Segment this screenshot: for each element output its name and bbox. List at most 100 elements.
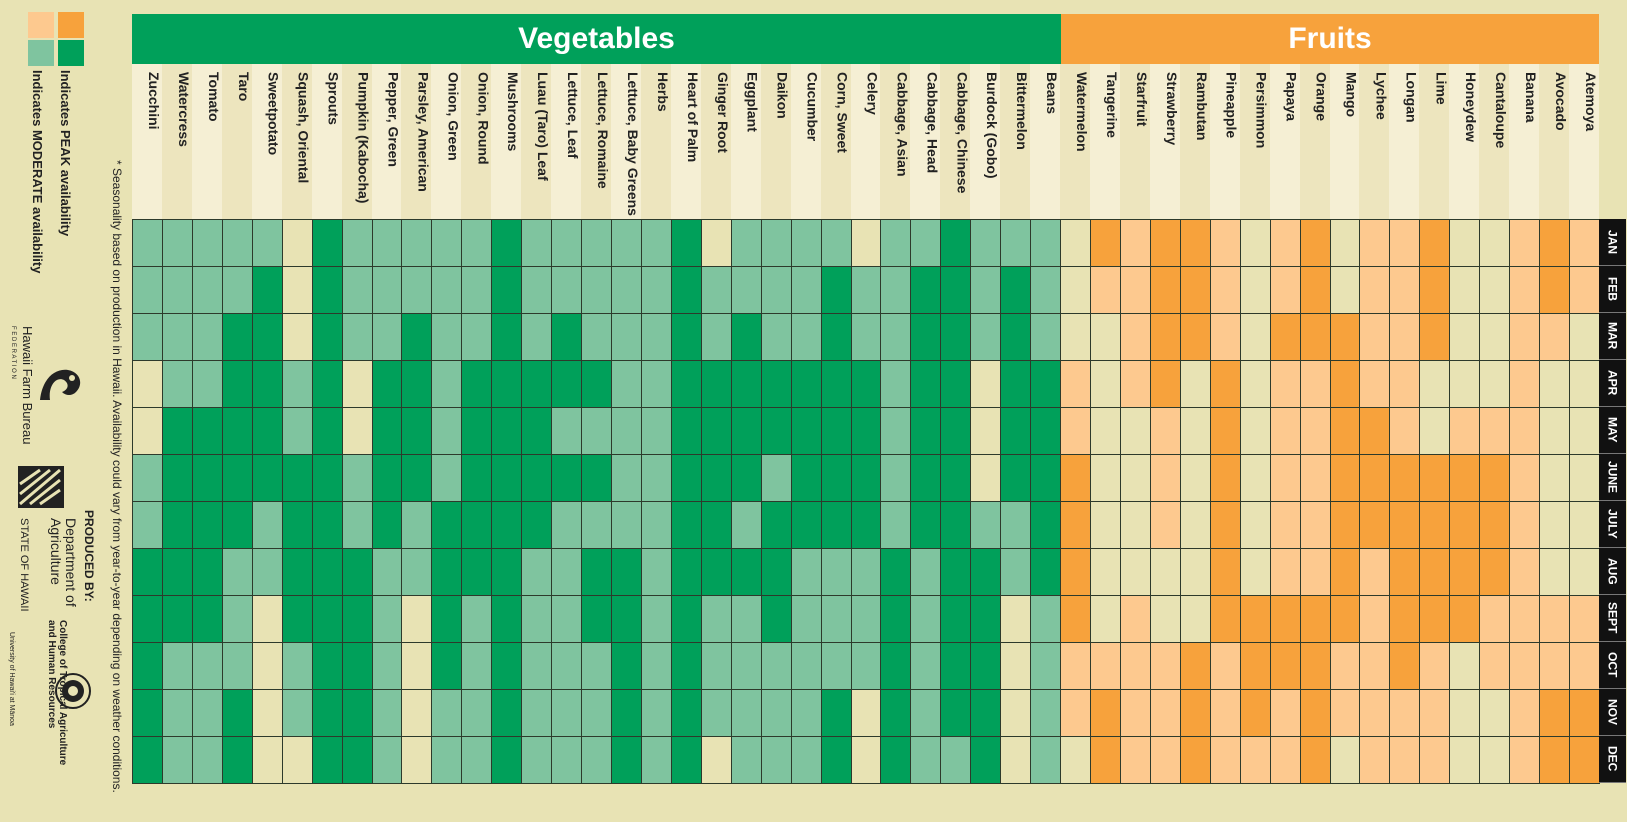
availability-cell: [1119, 548, 1151, 596]
availability-cell: [1269, 642, 1301, 690]
availability-cell: [551, 407, 583, 455]
availability-cell: [880, 454, 912, 502]
legend-peak-label: Indicates PEAK availability: [58, 70, 73, 237]
column-label: Cucumber: [790, 64, 821, 219]
availability-cell: [1329, 501, 1361, 549]
availability-cell: [940, 360, 972, 408]
produced-by-label: PRODUCED BY:: [82, 510, 96, 602]
availability-cell: [970, 689, 1002, 737]
availability-cell: [640, 313, 672, 361]
availability-cell: [1569, 266, 1600, 314]
availability-cell: [670, 642, 702, 690]
availability-cell: [1060, 454, 1092, 502]
availability-cell: [221, 595, 253, 643]
availability-cell: [730, 501, 762, 549]
availability-cell: [1209, 642, 1241, 690]
availability-cell: [970, 454, 1002, 502]
availability-cell: [1090, 642, 1121, 690]
availability-cell: [1269, 454, 1301, 502]
availability-cell: [1479, 313, 1511, 361]
column-label: Pumpkin (Kabocha): [341, 64, 372, 219]
availability-cell: [251, 454, 283, 502]
availability-cell: [1030, 219, 1062, 267]
availability-cell: [401, 313, 433, 361]
availability-cell: [341, 360, 373, 408]
column-label: Parsley, American: [401, 64, 432, 219]
availability-cell: [700, 360, 732, 408]
availability-cell: [700, 689, 732, 737]
availability-cell: [461, 689, 493, 737]
availability-cell: [491, 313, 523, 361]
availability-cell: [880, 595, 912, 643]
availability-cell: [251, 219, 283, 267]
availability-cell: [1539, 360, 1571, 408]
availability-cell: [491, 548, 523, 596]
availability-cell: [401, 407, 433, 455]
availability-cell: [1569, 360, 1600, 408]
availability-cell: [730, 454, 762, 502]
availability-cell: [161, 595, 193, 643]
availability-cell: [1479, 642, 1511, 690]
availability-cell: [790, 313, 822, 361]
availability-cell: [850, 360, 882, 408]
availability-cell: [730, 689, 762, 737]
availability-cell: [640, 689, 672, 737]
availability-cell: [850, 219, 882, 267]
availability-cell: [491, 736, 523, 784]
availability-cell: [1149, 360, 1181, 408]
availability-cell: [1299, 407, 1331, 455]
availability-cell: [251, 407, 283, 455]
availability-cell: [1539, 595, 1571, 643]
availability-cell: [1119, 689, 1151, 737]
availability-cell: [1060, 407, 1092, 455]
availability-cell: [1149, 454, 1181, 502]
availability-cell: [640, 407, 672, 455]
availability-cell: [191, 219, 223, 267]
availability-cell: [1569, 642, 1600, 690]
availability-cell: [940, 595, 972, 643]
availability-cell: [910, 689, 942, 737]
column-label: Lime: [1419, 64, 1450, 219]
availability-cell: [850, 689, 882, 737]
fruits-header-label: Fruits: [1288, 22, 1372, 55]
farm-bureau-federation: F E D E R A T I O N: [10, 326, 16, 379]
availability-cell: [221, 642, 253, 690]
availability-cell: [1299, 360, 1331, 408]
column-label: Taro: [221, 64, 252, 219]
availability-cell: [1539, 454, 1571, 502]
availability-cell: [1000, 689, 1032, 737]
column-labels: Zucchini Watercress Tomato Taro Sweetpotato S…: [132, 64, 1599, 219]
availability-cell: [1030, 548, 1062, 596]
availability-cell: [850, 266, 882, 314]
availability-cell: [820, 736, 852, 784]
availability-cell: [880, 548, 912, 596]
availability-cell: [1449, 407, 1481, 455]
vegetables-header-label: Vegetables: [518, 22, 675, 55]
availability-cell: [820, 313, 852, 361]
availability-cell: [491, 360, 523, 408]
availability-cell: [640, 595, 672, 643]
column-label: Strawberry: [1149, 64, 1180, 219]
availability-cell: [281, 313, 313, 361]
column-label: Eggplant: [730, 64, 761, 219]
availability-cell: [221, 548, 253, 596]
availability-cell: [191, 360, 223, 408]
availability-cell: [431, 548, 463, 596]
column-label: Rambutan: [1179, 64, 1210, 219]
availability-cell: [191, 313, 223, 361]
availability-cell: [1000, 736, 1032, 784]
availability-cell: [700, 595, 732, 643]
availability-cell: [611, 407, 642, 455]
availability-cell: [491, 454, 523, 502]
availability-cell: [1119, 266, 1151, 314]
availability-cell: [161, 501, 193, 549]
availability-cell: [1449, 360, 1481, 408]
availability-cell: [850, 595, 882, 643]
availability-cell: [1179, 501, 1211, 549]
availability-cell: [670, 501, 702, 549]
availability-cell: [581, 313, 613, 361]
column-label: Lettuce, Romaine: [581, 64, 612, 219]
availability-cell: [850, 736, 882, 784]
availability-cell: [281, 595, 313, 643]
availability-cell: [401, 736, 433, 784]
